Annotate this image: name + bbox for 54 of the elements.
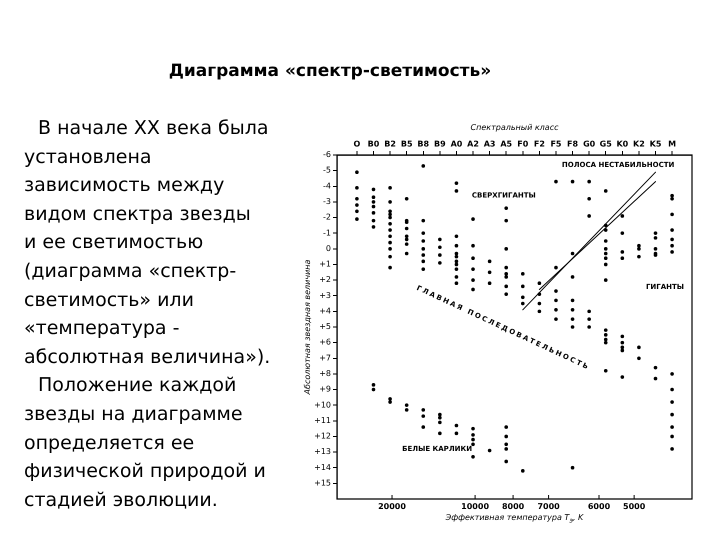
y-tick-label: +1 [319, 260, 331, 269]
y-tick-label: +2 [319, 275, 331, 284]
y-tick-label: +6 [319, 338, 331, 347]
chart-title: Диаграмма «спектр-светимость» [168, 60, 492, 82]
y-tick-label: -1 [323, 228, 331, 238]
y-tick-label: -5 [323, 166, 331, 175]
x-tick-label: K2 [633, 139, 645, 148]
x2-axis-title: Эффективная температура T$_{э}$, K [444, 513, 584, 526]
y-tick-label: +5 [319, 322, 331, 332]
text: 6000 [588, 502, 611, 512]
text: В начале XX века была установлена зависимость между видом спектра звезды и ее светимостью (диаграмма «спектр- светимость» или «температура - абсолютная величина»). [24, 117, 270, 368]
y-tick-label: +8 [319, 368, 331, 378]
text: 10000 [461, 502, 490, 512]
x-tick-label: A5 [500, 139, 513, 148]
y-tick-label: +14 [314, 462, 331, 472]
x-tick-label: B0 [368, 139, 380, 148]
y-tick-label: +3 [319, 290, 331, 300]
x-tick-label: F0 [517, 139, 529, 148]
x-tick-label: G5 [600, 139, 612, 148]
y-tick-label: +10 [314, 400, 331, 410]
y-tick-label: +9 [319, 384, 331, 394]
text: 8000 [502, 502, 525, 512]
y-tick-label: -4 [323, 181, 331, 190]
text: 7000 [537, 502, 560, 512]
x-tick-label: A2 [467, 139, 479, 148]
y-tick-label: 0 [326, 244, 331, 253]
x-tick-label: F5 [550, 139, 562, 148]
y-tick-label: +13 [314, 447, 331, 456]
x-tick-label: B2 [384, 139, 396, 148]
x-tick-label: O [354, 139, 360, 148]
y-tick-label: +12 [314, 432, 331, 441]
x-tick-label: F2 [534, 139, 545, 148]
y-tick-label: -2 [323, 212, 331, 222]
x-tick-label: B8 [417, 139, 430, 148]
y-tick-label: +4 [319, 306, 331, 316]
y-tick-label: -3 [323, 196, 331, 206]
x-tick-label: A0 [450, 139, 463, 148]
x-tick-label: K0 [616, 139, 629, 148]
x-tick-label: K5 [650, 139, 662, 148]
text: Положение каждой звезды на диаграмме определяется ее физической природой и стадией эволюции. [24, 373, 267, 513]
y-axis-title: Абсолютная звездная величина [302, 259, 312, 396]
y-tick-label: +15 [314, 478, 331, 488]
y-tick-label: +7 [319, 353, 331, 362]
x-tick-label: F8 [567, 139, 579, 148]
x-tick-label: B5 [400, 139, 413, 148]
text: 20000 [378, 502, 406, 512]
text: 5000 [623, 502, 646, 512]
x-tick-label: G0 [583, 139, 596, 148]
x-axis-title: Спектральный класс [470, 122, 560, 132]
x-tick-label: A3 [484, 139, 496, 148]
x-tick-label: B9 [434, 139, 446, 148]
x-tick-label: M [668, 139, 676, 148]
y-tick-label: -6 [323, 150, 331, 160]
y-tick-label: +11 [314, 416, 331, 425]
